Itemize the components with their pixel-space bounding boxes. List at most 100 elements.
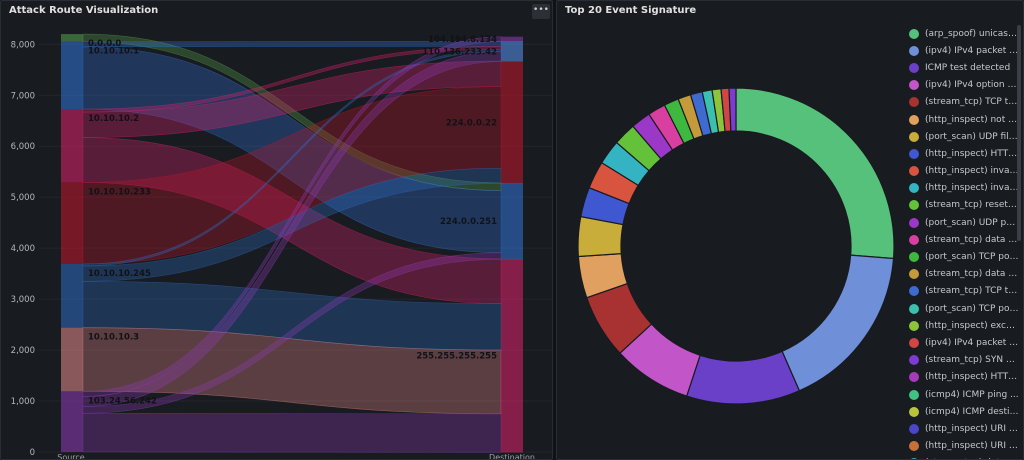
legend-scrollbar[interactable]: [1017, 25, 1021, 241]
legend-label: (http_inspect) invali...: [925, 183, 1019, 194]
source-node[interactable]: [61, 391, 83, 452]
source-node-label: 0.0.0.0: [88, 39, 121, 49]
destination-node[interactable]: [501, 36, 523, 42]
legend-color-icon: [909, 97, 919, 108]
legend-label: ICMP test detected: [925, 62, 1011, 73]
legend-color-icon: [909, 131, 919, 142]
legend-color-icon: [909, 286, 919, 297]
y-tick-label: 3,000: [11, 295, 35, 305]
donut-chart: [577, 87, 895, 405]
destination-node[interactable]: [501, 41, 523, 62]
y-tick-label: 2,000: [11, 346, 35, 356]
legend-item[interactable]: ICMP test detected: [909, 59, 1023, 76]
legend-color-icon: [909, 355, 919, 366]
legend-item[interactable]: (http_inspect) invali...: [909, 163, 1023, 180]
donut-slice[interactable]: [735, 87, 895, 260]
legend-item[interactable]: (http_inspect) invali...: [909, 180, 1023, 197]
legend-color-icon: [909, 458, 919, 459]
legend-item[interactable]: (stream_tcp) reset o...: [909, 197, 1023, 214]
legend-color-icon: [909, 441, 919, 452]
destination-node[interactable]: [501, 258, 523, 453]
legend-item[interactable]: (ipv4) IPv4 packet fr...: [909, 334, 1023, 351]
destination-node-label: 104.194.8.134: [428, 35, 497, 45]
legend-item[interactable]: (stream_tcp) data o...: [909, 455, 1023, 459]
destination-node-label: 224.0.0.251: [440, 217, 497, 227]
y-tick-label: 8,000: [11, 40, 35, 50]
legend-color-icon: [909, 200, 919, 211]
legend-label: (http_inspect) invali...: [925, 166, 1019, 177]
destination-node[interactable]: [501, 61, 523, 184]
legend-item[interactable]: (arp_spoof) unicast ...: [909, 25, 1023, 42]
source-node-label: 103.24.56.242: [88, 396, 157, 406]
legend-item[interactable]: (http_inspect) HTTP...: [909, 369, 1023, 386]
legend-color-icon: [909, 62, 919, 73]
destination-node[interactable]: [501, 182, 523, 260]
source-node[interactable]: [61, 263, 83, 328]
legend-item[interactable]: (ipv4) IPv4 option set: [909, 77, 1023, 94]
attack-route-panel: Attack Route Visualization ••• 0 1,000 2,0…: [0, 0, 553, 460]
source-node-label: 10.10.10.2: [88, 114, 139, 124]
source-node[interactable]: [61, 109, 83, 183]
legend-label: (http_inspect) URI h...: [925, 441, 1019, 452]
legend-label: (port_scan) TCP por...: [925, 252, 1019, 263]
sankey-link[interactable]: [82, 412, 502, 453]
panel-menu-button[interactable]: •••: [532, 4, 550, 19]
legend-item[interactable]: (port_scan) UDP filt...: [909, 128, 1023, 145]
legend-color-icon: [909, 320, 919, 331]
legend-color-icon: [909, 303, 919, 314]
legend-color-icon: [909, 269, 919, 280]
legend-item[interactable]: (port_scan) TCP por...: [909, 300, 1023, 317]
legend-item[interactable]: (http_inspect) URI h...: [909, 438, 1023, 455]
legend-label: (http_inspect) exces...: [925, 320, 1019, 331]
source-node[interactable]: [61, 34, 83, 42]
event-signature-panel: Top 20 Event Signature (arp_spoof) unica…: [556, 0, 1024, 460]
donut-slice[interactable]: [728, 87, 737, 132]
legend-item[interactable]: (icmp4) ICMP destin...: [909, 403, 1023, 420]
legend-item[interactable]: (icmp4) ICMP ping ...: [909, 386, 1023, 403]
legend-item[interactable]: (port_scan) UDP po...: [909, 214, 1023, 231]
legend-item[interactable]: (http_inspect) HTTP...: [909, 145, 1023, 162]
y-tick-label: 5,000: [11, 193, 35, 203]
legend-item[interactable]: (ipv4) IPv4 packet t...: [909, 42, 1023, 59]
donut-slice[interactable]: [685, 350, 801, 405]
legend-color-icon: [909, 183, 919, 194]
legend-label: (stream_tcp) data s...: [925, 234, 1019, 245]
legend-label: (port_scan) TCP por...: [925, 303, 1019, 314]
legend-label: (stream_tcp) data s...: [925, 269, 1019, 280]
y-tick-label: 4,000: [11, 244, 35, 254]
legend-item[interactable]: (stream_tcp) data s...: [909, 266, 1023, 283]
legend-color-icon: [909, 252, 919, 263]
legend-item[interactable]: (http_inspect) exces...: [909, 317, 1023, 334]
x-axis-label-source: Source: [57, 453, 85, 460]
legend-color-icon: [909, 45, 919, 56]
legend-label: (arp_spoof) unicast ...: [925, 28, 1019, 39]
legend-color-icon: [909, 389, 919, 400]
sankey-links: [82, 33, 502, 453]
donut-slice[interactable]: [781, 254, 895, 392]
legend-label: (stream_tcp) reset o...: [925, 200, 1019, 211]
legend-item[interactable]: (http_inspect) URI p...: [909, 420, 1023, 437]
legend-label: (stream_tcp) SYN o...: [925, 355, 1019, 366]
legend-item[interactable]: (stream_tcp) data s...: [909, 231, 1023, 248]
legend-label: (http_inspect) URI p...: [925, 423, 1019, 434]
source-node[interactable]: [61, 41, 83, 110]
legend-item[interactable]: (stream_tcp) SYN o...: [909, 352, 1023, 369]
source-node[interactable]: [61, 327, 83, 392]
legend-item[interactable]: (stream_tcp) TCP ti...: [909, 283, 1023, 300]
source-node-label: 10.10.10.1: [88, 47, 139, 57]
legend-color-icon: [909, 80, 919, 91]
legend-color-icon: [909, 372, 919, 383]
panel-title: Attack Route Visualization: [9, 5, 159, 16]
legend-label: (icmp4) ICMP ping ...: [925, 389, 1019, 400]
source-node[interactable]: [61, 182, 83, 264]
legend-label: (stream_tcp) TCP ti...: [925, 286, 1019, 297]
legend-item[interactable]: (stream_tcp) TCP ti...: [909, 94, 1023, 111]
legend-item[interactable]: (http_inspect) not H...: [909, 111, 1023, 128]
y-tick-label: 1,000: [11, 397, 35, 407]
y-tick-label: 7,000: [11, 91, 35, 101]
chart-legend: (arp_spoof) unicast ... (ipv4) IPv4 packe…: [909, 25, 1023, 459]
legend-color-icon: [909, 166, 919, 177]
legend-color-icon: [909, 234, 919, 245]
destination-node-label: 255.255.255.255: [416, 352, 497, 362]
legend-item[interactable]: (port_scan) TCP por...: [909, 248, 1023, 265]
